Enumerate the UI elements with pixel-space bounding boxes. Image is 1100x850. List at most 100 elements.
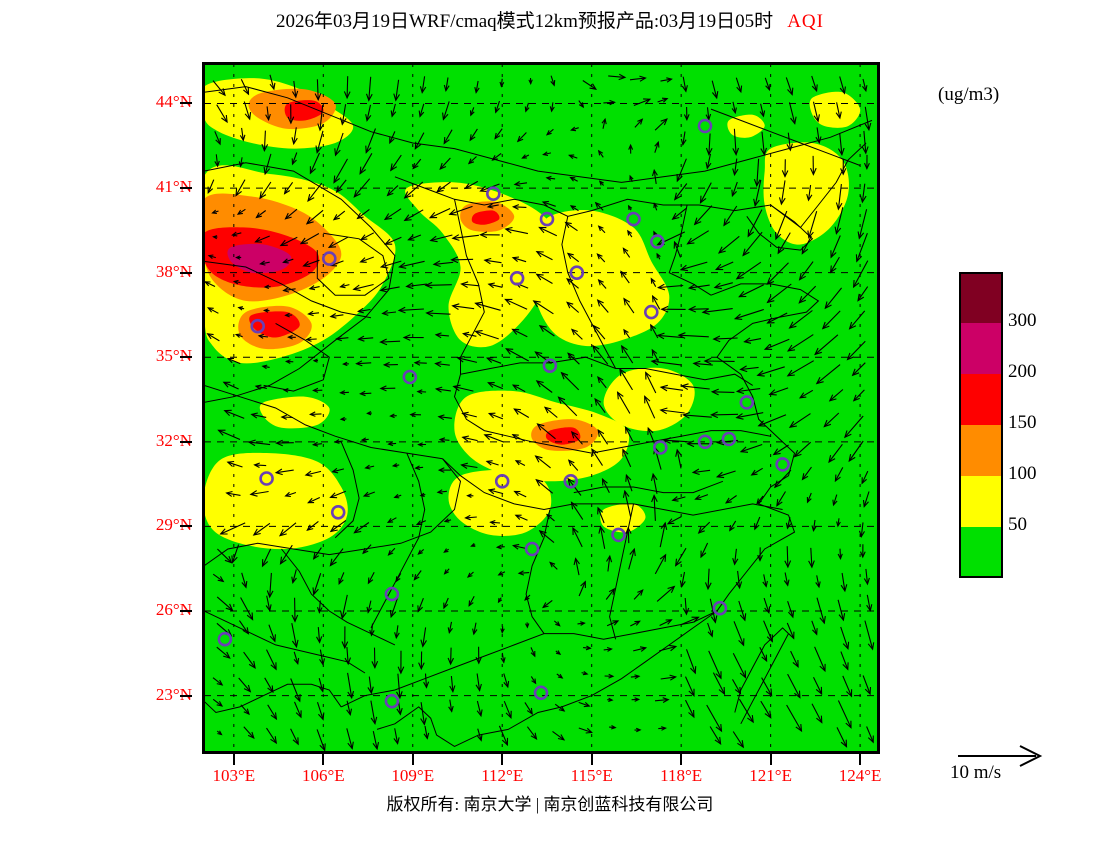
city-marker[interactable] [524,541,540,557]
wind-vector-head [567,459,575,467]
city-marker[interactable] [626,211,641,227]
map-svg[interactable] [204,64,878,752]
city-marker[interactable] [330,504,346,520]
wind-vector [860,522,864,537]
city-marker[interactable] [494,473,510,489]
wind-vector-head [578,102,585,109]
city-marker[interactable] [384,586,400,602]
wind-vector [223,381,239,390]
city-marker[interactable] [259,471,274,486]
wind-vector-head [618,73,627,81]
aqi-contour-region [727,114,765,138]
wind-vector [740,443,763,453]
city-marker[interactable] [402,369,418,385]
wind-vector [680,616,699,626]
wind-vector [346,647,349,664]
city-marker[interactable] [533,685,549,701]
city-marker[interactable] [250,318,266,334]
wind-vector-head [339,416,346,422]
wind-vector-head [783,579,790,587]
wind-vector-head [545,513,553,520]
city-marker[interactable] [569,265,585,280]
wind-vector-head [475,683,482,692]
wind-vector-head [333,175,341,184]
wind-vector [306,338,317,341]
boundary-line [204,260,372,319]
city-marker[interactable] [611,527,626,543]
wind-vector [436,388,451,392]
city-marker[interactable] [563,473,579,489]
map-canvas[interactable] [204,64,878,752]
wind-vector-head [538,530,547,538]
wind-vector [738,600,746,621]
wind-vector [787,334,814,352]
wind-vector [207,179,215,194]
wind-vector [840,651,849,670]
wind-vector [429,208,451,219]
wind-vector-head [501,737,509,747]
city-marker[interactable] [322,251,337,266]
city-marker[interactable] [697,434,713,450]
wind-vector [812,101,819,122]
wind-vector-head [403,214,412,222]
wind-vector-head [543,406,552,414]
wind-vector-head [834,474,841,483]
wind-vector [512,328,528,338]
wind-vector [656,586,675,602]
wind-vector [733,621,745,646]
wind-vector-head [526,707,533,716]
wind-vector-head [798,296,807,304]
city-marker[interactable] [509,271,525,286]
boundary-line [454,199,485,375]
city-marker[interactable] [485,186,501,201]
wind-vector [333,210,346,221]
wind-vector [625,474,633,492]
colorbar[interactable] [959,272,1003,578]
wind-vector [397,673,401,698]
wind-vector-head [747,715,754,724]
wind-vector-head [580,580,586,589]
wind-vector-head [659,553,667,562]
wind-vector [633,589,644,600]
wind-vector [861,183,866,203]
wind-vector-head [269,634,276,643]
city-marker[interactable] [384,693,400,709]
wind-vector [316,702,324,720]
wind-vector-head [443,569,449,575]
wind-vector-head [857,231,865,240]
wind-vector [494,128,503,139]
wind-vector-head [329,492,338,499]
wind-vector [539,530,555,544]
city-marker[interactable] [539,211,555,227]
wind-vector [390,154,402,171]
city-marker[interactable] [649,234,665,249]
city-marker[interactable] [652,440,668,455]
wind-vector-head [333,439,340,444]
city-marker[interactable] [712,600,728,616]
wind-vector [763,620,773,642]
wind-vector [476,700,482,716]
wind-vector-head [344,657,352,666]
wind-vector [542,599,553,608]
wind-vector-head [777,246,785,255]
city-marker[interactable] [697,118,713,134]
wind-vector-head [335,335,342,342]
wind-vector-head [461,435,470,442]
city-marker-layer[interactable] [217,118,790,709]
wind-vector-head [226,460,235,467]
wind-vector-head [794,690,801,699]
city-marker[interactable] [739,395,755,410]
wind-vector [653,495,656,521]
wind-vector-head [651,494,658,503]
wind-vector-head [753,198,760,208]
city-marker[interactable] [721,431,737,447]
wind-vector-head [443,518,450,523]
city-marker[interactable] [217,631,233,647]
wind-vector-head [437,467,445,473]
wind-vector-head [319,658,326,666]
city-marker[interactable] [775,457,790,472]
city-marker[interactable] [643,304,659,320]
city-marker[interactable] [542,358,558,374]
wind-vector-head [278,529,287,537]
wind-vector-head [207,186,214,195]
